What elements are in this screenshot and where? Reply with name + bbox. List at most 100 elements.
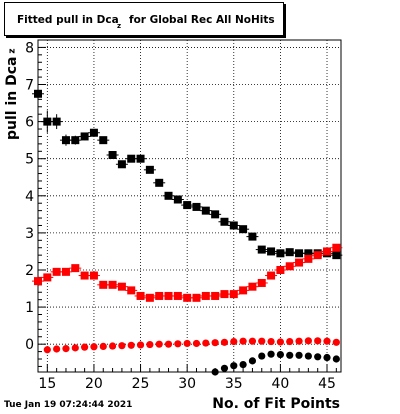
data-point bbox=[174, 340, 182, 348]
data-point bbox=[295, 351, 303, 359]
data-point bbox=[146, 340, 154, 349]
data-point bbox=[304, 352, 312, 360]
data-point bbox=[145, 293, 154, 302]
data-point bbox=[173, 195, 182, 204]
data-point bbox=[53, 345, 61, 353]
data-point bbox=[192, 339, 201, 348]
data-point bbox=[183, 201, 192, 210]
data-point bbox=[52, 267, 61, 276]
data-point bbox=[220, 290, 229, 299]
data-point bbox=[295, 337, 303, 345]
data-point bbox=[239, 225, 248, 234]
data-point bbox=[230, 337, 238, 346]
data-point bbox=[173, 291, 182, 300]
data-point bbox=[229, 221, 238, 230]
data-point bbox=[267, 271, 276, 280]
data-point bbox=[332, 243, 341, 252]
data-point bbox=[239, 337, 247, 345]
data-point bbox=[164, 191, 173, 200]
data-point bbox=[276, 338, 284, 346]
y-tick-label: 5 bbox=[25, 152, 34, 168]
data-point bbox=[108, 150, 117, 159]
data-point bbox=[276, 265, 285, 274]
data-point bbox=[80, 132, 89, 141]
data-point bbox=[248, 337, 257, 345]
data-point bbox=[267, 247, 276, 256]
y-tick-label: 3 bbox=[25, 226, 34, 242]
data-point bbox=[211, 339, 219, 347]
data-point bbox=[43, 346, 51, 354]
x-tick-label: 35 bbox=[225, 376, 243, 392]
data-point bbox=[314, 353, 322, 361]
data-point bbox=[201, 206, 210, 215]
data-point bbox=[314, 337, 322, 345]
data-point bbox=[257, 245, 266, 254]
data-point bbox=[117, 160, 126, 169]
data-point bbox=[295, 249, 304, 258]
timestamp: Tue Jan 19 07:24:44 2021 bbox=[4, 400, 133, 410]
data-point bbox=[164, 340, 173, 348]
data-point bbox=[248, 232, 257, 241]
data-point bbox=[220, 338, 229, 346]
x-tick-label: 25 bbox=[132, 376, 150, 392]
data-point bbox=[43, 273, 52, 282]
data-point bbox=[89, 128, 98, 137]
data-point bbox=[71, 136, 80, 145]
data-point bbox=[127, 286, 136, 295]
data-point bbox=[192, 293, 201, 302]
y-axis-label-subscript: z bbox=[7, 48, 18, 54]
y-tick-label: 8 bbox=[25, 40, 34, 56]
y-tick-label: 4 bbox=[25, 189, 34, 205]
data-point bbox=[239, 360, 247, 369]
data-point bbox=[304, 249, 313, 258]
data-point bbox=[136, 341, 145, 349]
y-tick-label: 6 bbox=[25, 115, 34, 131]
data-point bbox=[257, 278, 266, 287]
data-point bbox=[118, 342, 126, 350]
data-point bbox=[80, 271, 89, 280]
data-point bbox=[61, 136, 70, 145]
x-tick-label: 30 bbox=[178, 376, 196, 392]
x-tick-label: 45 bbox=[318, 376, 336, 392]
data-point bbox=[267, 337, 275, 346]
data-point bbox=[332, 338, 340, 346]
data-point bbox=[62, 345, 70, 353]
data-point bbox=[286, 351, 294, 359]
data-point bbox=[295, 258, 304, 267]
data-point bbox=[71, 264, 80, 273]
data-point bbox=[71, 344, 79, 352]
data-point bbox=[34, 277, 42, 286]
data-point bbox=[117, 282, 126, 291]
data-point bbox=[285, 248, 294, 257]
data-point bbox=[248, 357, 257, 365]
data-point bbox=[99, 280, 108, 289]
data-point bbox=[248, 282, 257, 291]
data-marks bbox=[32, 80, 343, 376]
x-tick-label: 15 bbox=[38, 376, 56, 392]
data-point bbox=[286, 337, 294, 346]
title-subscript: z bbox=[117, 22, 122, 30]
data-point bbox=[136, 154, 145, 163]
data-point bbox=[323, 353, 331, 362]
data-point bbox=[90, 343, 98, 351]
data-point bbox=[285, 262, 294, 271]
data-point bbox=[258, 352, 266, 360]
data-point bbox=[230, 362, 238, 370]
data-point bbox=[127, 341, 135, 349]
data-point bbox=[34, 89, 42, 98]
data-point bbox=[323, 337, 331, 345]
title-main: Fitted pull in Dca bbox=[17, 14, 119, 26]
x-axis-label: No. of Fit Points bbox=[212, 396, 340, 412]
data-point bbox=[211, 291, 220, 300]
y-axis-label: pull in Dca bbox=[4, 56, 20, 140]
data-point bbox=[220, 217, 229, 226]
data-point bbox=[61, 267, 70, 276]
title-rest: for Global Rec All NoHits bbox=[129, 14, 275, 26]
data-point bbox=[89, 271, 98, 280]
data-point bbox=[201, 291, 210, 300]
data-point bbox=[332, 355, 340, 363]
data-point bbox=[229, 290, 238, 299]
data-point bbox=[136, 291, 145, 300]
